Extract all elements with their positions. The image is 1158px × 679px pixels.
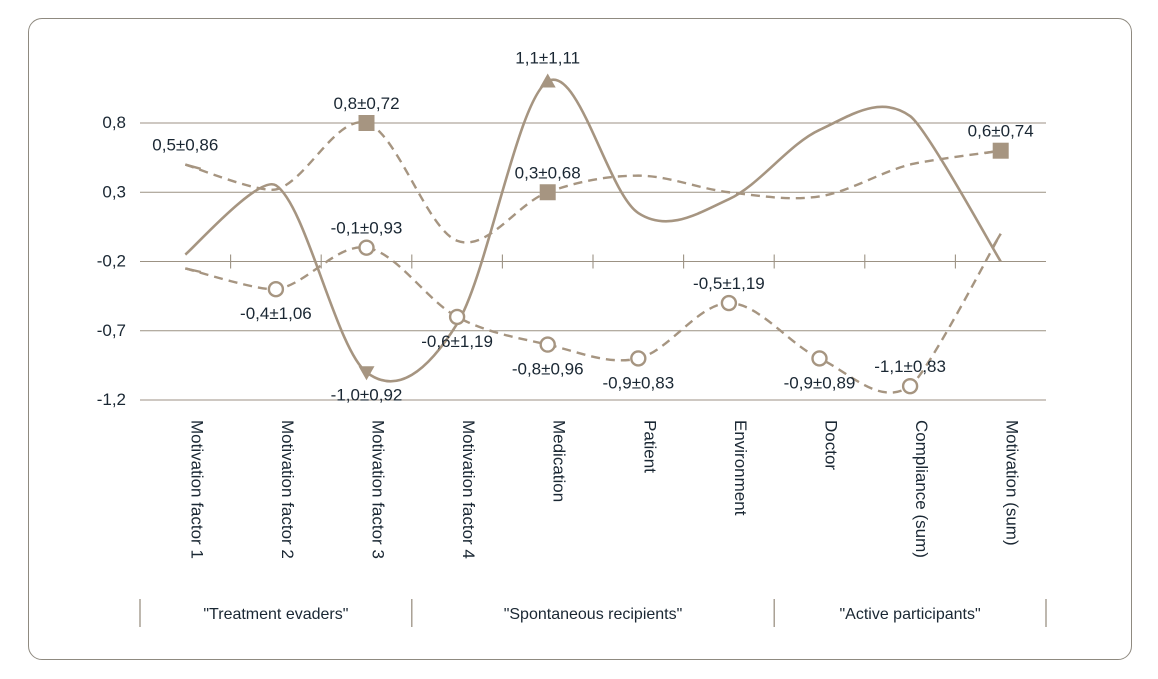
svg-text:Motivation factor 3: Motivation factor 3 — [369, 420, 388, 559]
svg-text:"Spontaneous recipients": "Spontaneous recipients" — [504, 606, 683, 623]
svg-text:1,1±1,11: 1,1±1,11 — [515, 48, 580, 67]
svg-text:-0,2: -0,2 — [97, 252, 126, 271]
svg-text:0,3±0,68: 0,3±0,68 — [515, 163, 581, 182]
svg-text:"Active participants": "Active participants" — [839, 606, 980, 623]
svg-text:-1,0±0,92: -1,0±0,92 — [331, 385, 403, 404]
svg-text:Motivation factor 2: Motivation factor 2 — [278, 420, 297, 559]
svg-text:-0,4±1,06: -0,4±1,06 — [240, 304, 312, 323]
svg-text:Motivation factor 1: Motivation factor 1 — [187, 420, 206, 559]
svg-text:"Treatment evaders": "Treatment evaders" — [203, 606, 348, 623]
svg-text:0,5±0,86: 0,5±0,86 — [152, 136, 218, 155]
svg-text:-0,7: -0,7 — [97, 321, 126, 340]
svg-text:Doctor: Doctor — [822, 420, 841, 470]
svg-text:-1,1±0,83: -1,1±0,83 — [874, 357, 946, 376]
svg-text:-1,2: -1,2 — [97, 390, 126, 409]
svg-text:Motivation (sum): Motivation (sum) — [1003, 420, 1022, 546]
svg-text:0,8: 0,8 — [102, 113, 126, 132]
svg-text:Environment: Environment — [731, 420, 750, 516]
svg-text:Motivation factor 4: Motivation factor 4 — [459, 420, 478, 559]
svg-text:0,6±0,74: 0,6±0,74 — [968, 122, 1034, 141]
svg-text:Medication: Medication — [550, 420, 569, 502]
svg-text:-0,8±0,96: -0,8±0,96 — [512, 360, 584, 379]
svg-text:0,3: 0,3 — [102, 182, 126, 201]
svg-text:-0,9±0,83: -0,9±0,83 — [602, 373, 674, 392]
svg-text:-0,1±0,93: -0,1±0,93 — [331, 219, 403, 238]
svg-text:-0,5±1,19: -0,5±1,19 — [693, 274, 765, 293]
svg-text:Compliance (sum): Compliance (sum) — [912, 420, 931, 558]
svg-text:0,8±0,72: 0,8±0,72 — [333, 94, 399, 113]
svg-text:Patient: Patient — [640, 420, 659, 473]
svg-text:-0,6±1,19: -0,6±1,19 — [421, 332, 493, 351]
svg-text:-0,9±0,89: -0,9±0,89 — [784, 373, 856, 392]
